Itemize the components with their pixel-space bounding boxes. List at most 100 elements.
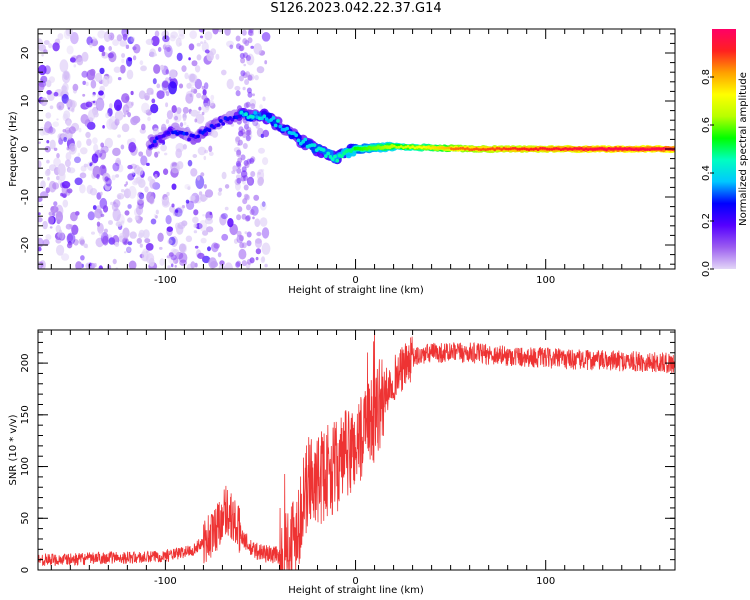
spectrogram-ridge-cell bbox=[520, 147, 524, 151]
spectrogram-noise-cell bbox=[235, 35, 241, 42]
spectrogram-noise-cell bbox=[89, 68, 96, 76]
spectrogram-noise-cell bbox=[108, 46, 112, 51]
spectrogram-noise-cell bbox=[236, 230, 242, 237]
spectrogram-ridge-cell bbox=[600, 147, 604, 150]
spectrogram-noise-cell bbox=[174, 264, 177, 268]
spectrogram-ridge-cell bbox=[616, 147, 620, 151]
spectrogram-noise-cell bbox=[262, 157, 269, 166]
spectrogram-noise-cell bbox=[196, 92, 202, 99]
spectrogram-ridge-cell bbox=[440, 146, 444, 150]
spectrogram-noise-cell bbox=[153, 127, 159, 136]
spectrogram-noise-cell bbox=[110, 201, 114, 206]
spectrogram-noise-cell bbox=[178, 83, 184, 89]
spectrogram-noise-cell bbox=[80, 239, 85, 246]
spectrogram-noise-cell bbox=[139, 60, 144, 66]
spectrogram-ridge-cell bbox=[479, 148, 483, 152]
spectrogram-noise-cell bbox=[175, 142, 185, 153]
spectrogram-noise-cell bbox=[196, 42, 201, 47]
spectrogram-noise-cell bbox=[217, 252, 222, 258]
spectrogram-noise-cell bbox=[99, 85, 105, 92]
spectrogram-noise-cell bbox=[148, 196, 155, 205]
spectrogram-noise-cell bbox=[71, 224, 79, 235]
spectrogram-noise-cell bbox=[85, 245, 89, 249]
spectrogram-noise-cell bbox=[65, 152, 72, 161]
spectrogram-ridge-cell bbox=[422, 145, 426, 149]
spectrogram-ridge-cell bbox=[333, 154, 337, 159]
spectrogram-ridge-cell bbox=[591, 148, 595, 151]
spectrogram-noise-cell bbox=[158, 47, 162, 52]
spectrogram-y-tick-label: -10 bbox=[20, 189, 31, 205]
spectrogram-ridge-cell bbox=[463, 147, 467, 151]
spectrogram-noise-cell bbox=[201, 94, 208, 101]
spectrogram-noise-cell bbox=[188, 57, 191, 61]
spectrogram-ridge-cell bbox=[166, 130, 171, 135]
spectrogram-noise-cell bbox=[224, 29, 231, 36]
spectrogram-noise-cell bbox=[203, 97, 211, 108]
spectrogram-ridge-cell bbox=[406, 145, 410, 148]
spectrogram-noise-cell bbox=[133, 43, 141, 54]
spectrogram-noise-cell bbox=[66, 146, 70, 151]
spectrogram-ridge-cell bbox=[518, 147, 522, 151]
spectrogram-noise-cell bbox=[174, 207, 183, 217]
spectrogram-noise-cell bbox=[236, 260, 241, 267]
spectrogram-ridge-cell bbox=[418, 145, 421, 149]
spectrogram-noise-cell bbox=[182, 106, 189, 114]
spectrogram-noise-cell bbox=[221, 233, 229, 241]
spectrogram-noise-cell bbox=[218, 187, 223, 192]
spectrogram-ridge-cell bbox=[452, 147, 456, 151]
spectrogram-noise-cell bbox=[154, 151, 159, 158]
spectrogram-noise-cell bbox=[83, 163, 88, 168]
spectrogram-ridge-cell bbox=[643, 148, 647, 151]
spectrogram-ridge-cell bbox=[395, 146, 398, 149]
spectrogram-noise-cell bbox=[261, 201, 266, 207]
spectrogram-noise-cell bbox=[117, 164, 124, 173]
spectrogram-noise-cell bbox=[232, 165, 237, 172]
spectrogram-noise-cell bbox=[53, 157, 61, 167]
spectrogram-ridge-cell bbox=[543, 147, 547, 150]
spectrogram-ridge-cell bbox=[623, 147, 627, 151]
snr-panel: -100 0 100 0 50 100 150 200 Height of straight … bbox=[8, 329, 676, 596]
spectrogram-noise-cell bbox=[48, 180, 57, 193]
colorbar-tick-label: 0.4 bbox=[701, 165, 712, 181]
spectrogram-noise-cell bbox=[75, 261, 83, 269]
spectrogram-y-tick-label: 10 bbox=[20, 95, 31, 108]
spectrogram-ridge-cell bbox=[650, 147, 654, 151]
spectrogram-noise-cell bbox=[234, 85, 241, 91]
spectrogram-noise-cell bbox=[190, 261, 196, 269]
spectrogram-ridge-cell bbox=[507, 147, 510, 151]
spectrogram-noise-cell bbox=[126, 56, 133, 67]
spectrogram-noise-cell bbox=[152, 78, 157, 85]
spectrogram-ridge-cell bbox=[438, 146, 442, 150]
spectrogram-noise-cell bbox=[126, 246, 131, 252]
spectrogram-noise-cell bbox=[60, 192, 64, 197]
spectrogram-ridge-cell bbox=[493, 148, 497, 152]
spectrogram-noise-cell bbox=[85, 131, 91, 138]
spectrogram-ridge-cell bbox=[454, 147, 458, 151]
spectrogram-noise-cell bbox=[163, 168, 169, 175]
spectrogram-ridge-cell bbox=[575, 147, 579, 151]
spectrogram-noise-cell bbox=[130, 116, 139, 126]
spectrogram-ridge-cell bbox=[162, 133, 166, 138]
spectrogram-ridge-cell bbox=[628, 147, 631, 150]
spectrogram-noise-cell bbox=[166, 47, 171, 52]
spectrogram-ridge-cell bbox=[436, 146, 440, 150]
spectrogram-ridge-cell bbox=[445, 146, 449, 150]
spectrogram-noise-cell bbox=[176, 107, 182, 115]
spectrogram-noise-cell bbox=[209, 102, 216, 109]
spectrogram-noise-cell bbox=[246, 240, 252, 247]
spectrogram-ridge-cell bbox=[402, 146, 405, 150]
colorbar-tick-label: 0.8 bbox=[701, 69, 712, 85]
spectrogram-noise-cell bbox=[246, 231, 252, 238]
spectrogram-noise-cell bbox=[259, 104, 263, 109]
spectrogram-ridge-cell bbox=[424, 146, 428, 149]
spectrogram-noise-cell bbox=[114, 241, 120, 247]
spectrogram-noise-cell bbox=[236, 177, 242, 184]
spectrogram-noise-cell bbox=[195, 223, 203, 230]
spectrogram-noise-cell bbox=[85, 101, 93, 108]
spectrogram-noise-cell bbox=[89, 188, 98, 196]
spectrogram-noise-cell bbox=[238, 248, 247, 260]
spectrogram-ridge bbox=[145, 107, 675, 165]
spectrogram-noise-cell bbox=[168, 236, 176, 246]
spectrogram-noise-cell bbox=[92, 205, 97, 210]
spectrogram-noise-cell bbox=[59, 59, 69, 73]
